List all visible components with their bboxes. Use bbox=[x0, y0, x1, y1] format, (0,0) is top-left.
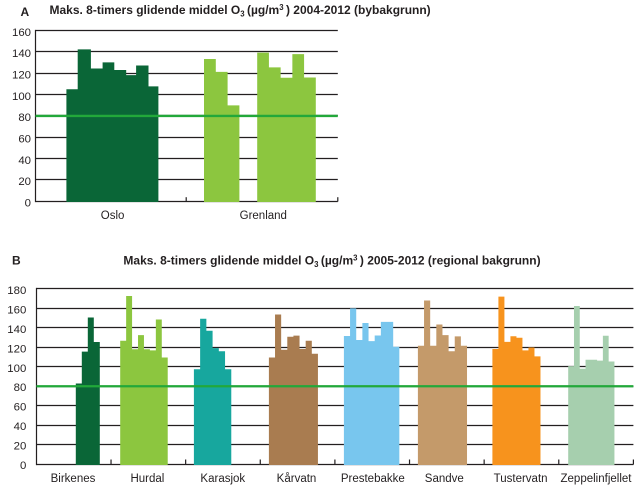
svg-text:160: 160 bbox=[7, 304, 26, 316]
svg-text:160: 160 bbox=[12, 27, 31, 39]
svg-text:140: 140 bbox=[7, 324, 26, 336]
svg-text:Prestebakke: Prestebakke bbox=[341, 473, 405, 485]
svg-text:80: 80 bbox=[18, 112, 31, 124]
svg-text:140: 140 bbox=[12, 48, 31, 60]
svg-text:100: 100 bbox=[7, 363, 26, 375]
svg-text:Tustervatn: Tustervatn bbox=[494, 473, 548, 485]
svg-text:60: 60 bbox=[14, 402, 27, 414]
svg-text:40: 40 bbox=[14, 421, 27, 433]
svg-text:120: 120 bbox=[12, 69, 31, 81]
svg-text:0: 0 bbox=[25, 198, 31, 210]
svg-text:Birkenes: Birkenes bbox=[51, 473, 96, 485]
svg-text:120: 120 bbox=[7, 343, 26, 355]
svg-text:20: 20 bbox=[14, 441, 27, 453]
svg-text:B: B bbox=[12, 254, 21, 268]
svg-text:Hurdal: Hurdal bbox=[130, 473, 164, 485]
svg-text:Maks. 8-timers glidende middel: Maks. 8-timers glidende middel O3 (µg/m3… bbox=[50, 3, 431, 18]
svg-text:60: 60 bbox=[18, 133, 31, 145]
svg-text:Zeppelinfjellet: Zeppelinfjellet bbox=[561, 473, 633, 485]
svg-text:20: 20 bbox=[18, 176, 31, 188]
svg-text:0: 0 bbox=[20, 460, 26, 472]
svg-text:Karasjok: Karasjok bbox=[200, 473, 245, 485]
svg-text:Oslo: Oslo bbox=[101, 210, 125, 222]
svg-text:100: 100 bbox=[12, 91, 31, 103]
svg-text:80: 80 bbox=[14, 382, 27, 394]
svg-text:A: A bbox=[21, 5, 30, 19]
svg-text:Sandve: Sandve bbox=[425, 473, 464, 485]
svg-text:Kårvatn: Kårvatn bbox=[277, 473, 317, 485]
svg-text:180: 180 bbox=[7, 285, 26, 297]
svg-text:Grenland: Grenland bbox=[240, 210, 287, 222]
svg-text:Maks. 8-timers glidende middel: Maks. 8-timers glidende middel O3 (µg/m3… bbox=[123, 253, 540, 269]
svg-text:40: 40 bbox=[18, 155, 31, 167]
